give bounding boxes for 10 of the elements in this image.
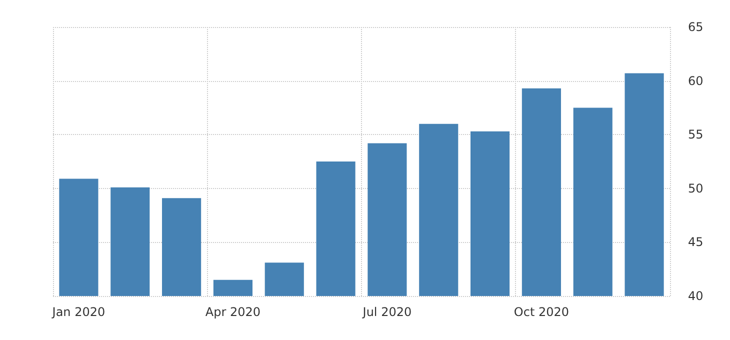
x-tick-label: Oct 2020 <box>514 305 570 319</box>
y-tick-label: 55 <box>688 128 704 142</box>
y-tick-label: 65 <box>688 20 704 34</box>
y-tick-label: 40 <box>688 289 704 303</box>
y-tick-label: 60 <box>688 74 704 88</box>
y-tick-label: 45 <box>688 235 704 250</box>
x-tick-label: Jan 2020 <box>51 305 106 319</box>
y-tick-label: 50 <box>688 181 704 196</box>
x-tick-label: Jul 2020 <box>362 305 412 319</box>
x-tick-label: Apr 2020 <box>205 305 261 319</box>
